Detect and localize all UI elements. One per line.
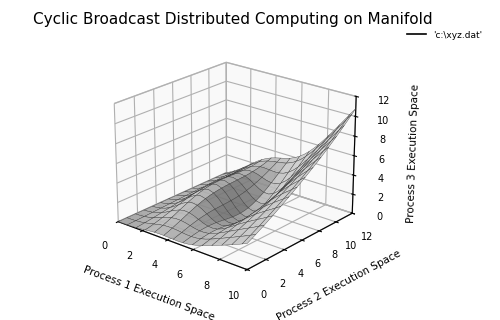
Y-axis label: Process 2 Execution Space: Process 2 Execution Space <box>276 248 403 320</box>
X-axis label: Process 1 Execution Space: Process 1 Execution Space <box>82 264 216 320</box>
Legend: 'c:\xyz.dat': 'c:\xyz.dat' <box>404 27 485 43</box>
Title: Cyclic Broadcast Distributed Computing on Manifold: Cyclic Broadcast Distributed Computing o… <box>32 12 432 27</box>
